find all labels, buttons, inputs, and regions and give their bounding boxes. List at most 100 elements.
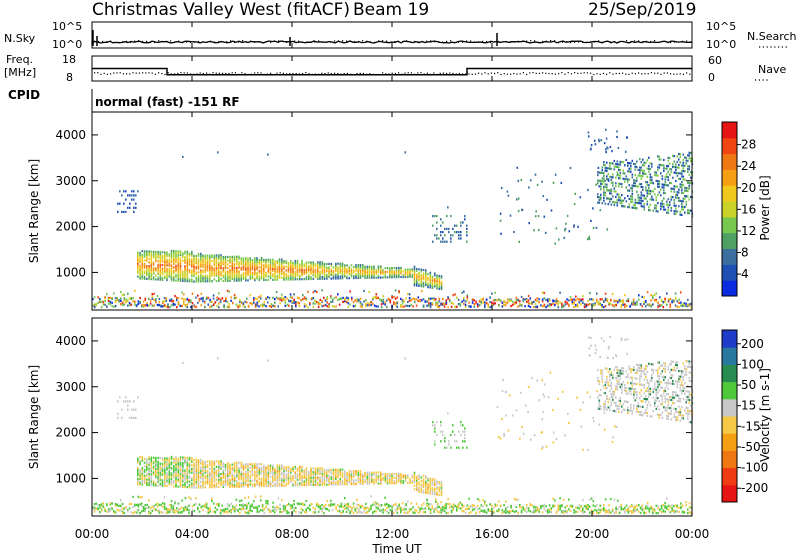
heatmap-cell — [606, 175, 608, 178]
heatmap-cell — [298, 297, 301, 300]
heatmap-cell — [155, 503, 157, 506]
heatmap-cell — [182, 480, 184, 483]
nave-point — [106, 73, 108, 75]
heatmap-cell — [411, 479, 414, 482]
heatmap-cell — [227, 274, 229, 277]
heatmap-cell — [242, 476, 245, 479]
nave-point — [302, 73, 304, 75]
nsearch-point — [626, 40, 628, 42]
heatmap-cell — [292, 469, 294, 472]
heatmap-cell — [141, 270, 144, 273]
heatmap-cell — [254, 470, 256, 473]
heatmap-cell — [362, 479, 364, 482]
heatmap-cell — [651, 198, 653, 201]
heatmap-cell — [475, 302, 477, 305]
heatmap-cell — [163, 505, 166, 508]
heatmap-cell — [287, 263, 290, 266]
heatmap-cell — [637, 174, 640, 177]
heatmap-cell — [179, 268, 182, 271]
heatmap-cell — [418, 273, 420, 276]
heatmap-cell — [182, 252, 184, 255]
heatmap-cell — [661, 205, 664, 208]
heatmap-cell — [193, 462, 195, 465]
heatmap-cell — [398, 472, 400, 475]
heatmap-cell — [175, 279, 177, 282]
heatmap-cell — [513, 230, 515, 234]
heatmap-cell — [678, 199, 680, 202]
heatmap-cell — [355, 264, 357, 267]
heatmap-cell — [685, 189, 688, 192]
heatmap-cell — [142, 300, 145, 303]
heatmap-cell — [517, 299, 519, 302]
heatmap-cell — [667, 198, 670, 201]
heatmap-cell — [209, 464, 211, 467]
nsearch-point — [566, 41, 568, 43]
heatmap-cell — [238, 470, 240, 473]
heatmap-cell — [283, 473, 285, 476]
heatmap-cell — [663, 169, 665, 173]
heatmap-cell — [454, 224, 456, 227]
heatmap-cell — [265, 472, 267, 475]
heatmap-cell — [188, 456, 191, 459]
heatmap-cell — [267, 477, 270, 480]
heatmap-cell — [442, 231, 444, 234]
heatmap-cell — [326, 479, 328, 483]
heatmap-cell — [168, 464, 171, 468]
nave-point — [209, 73, 211, 75]
heatmap-cell — [141, 472, 144, 475]
heatmap-cell — [296, 478, 299, 481]
heatmap-cell — [137, 459, 139, 462]
heatmap-cell — [139, 477, 141, 481]
nsky-tick-top: 10^5 — [52, 20, 82, 33]
heatmap-cell — [274, 484, 276, 487]
heatmap-cell — [193, 459, 195, 462]
heatmap-cell — [681, 169, 683, 172]
heatmap-cell — [355, 265, 357, 269]
heatmap-cell — [220, 484, 222, 487]
heatmap-cell — [622, 303, 624, 306]
heatmap-cell — [616, 163, 619, 166]
heatmap-cell — [450, 301, 453, 304]
heatmap-cell — [95, 303, 98, 306]
heatmap-cell — [193, 466, 195, 469]
heatmap-cell — [161, 256, 164, 259]
heatmap-cell — [206, 280, 209, 283]
nsearch-point — [394, 40, 396, 43]
heatmap-cell — [164, 468, 166, 471]
heatmap-cell — [398, 476, 400, 479]
colorbar-tick-label: 20 — [741, 181, 756, 195]
heatmap-cell — [238, 461, 240, 464]
nsearch-point — [334, 40, 336, 42]
heatmap-cell — [160, 305, 162, 308]
heatmap-cell — [220, 465, 222, 468]
heatmap-cell — [197, 262, 200, 265]
heatmap-cell — [116, 297, 119, 300]
nave-point — [340, 73, 342, 75]
heatmap-cell — [118, 299, 120, 302]
heatmap-cell — [157, 462, 159, 465]
heatmap-cell — [236, 472, 238, 475]
heatmap-cell — [631, 187, 634, 190]
heatmap-cell — [294, 484, 297, 487]
heatmap-cell — [186, 465, 189, 468]
heatmap-cell — [170, 251, 173, 254]
heatmap-cell — [337, 479, 339, 482]
heatmap-cell — [168, 264, 171, 267]
heatmap-cell — [175, 259, 177, 262]
heatmap-cell — [386, 267, 389, 270]
heatmap-cell — [231, 270, 234, 273]
heatmap-cell — [142, 506, 145, 509]
heatmap-cell — [258, 472, 261, 475]
heatmap-cell — [256, 464, 258, 468]
heatmap-cell — [312, 305, 315, 308]
heatmap-cell — [622, 169, 625, 172]
heatmap-cell — [215, 259, 218, 262]
heatmap-cell — [436, 237, 438, 240]
heatmap-cell — [684, 195, 686, 198]
heatmap-cell — [146, 463, 148, 466]
heatmap-cell — [667, 165, 670, 168]
heatmap-cell — [435, 303, 437, 306]
heatmap-cell — [569, 166, 572, 170]
heatmap-cell — [312, 472, 315, 475]
heatmap-cell — [412, 305, 414, 308]
